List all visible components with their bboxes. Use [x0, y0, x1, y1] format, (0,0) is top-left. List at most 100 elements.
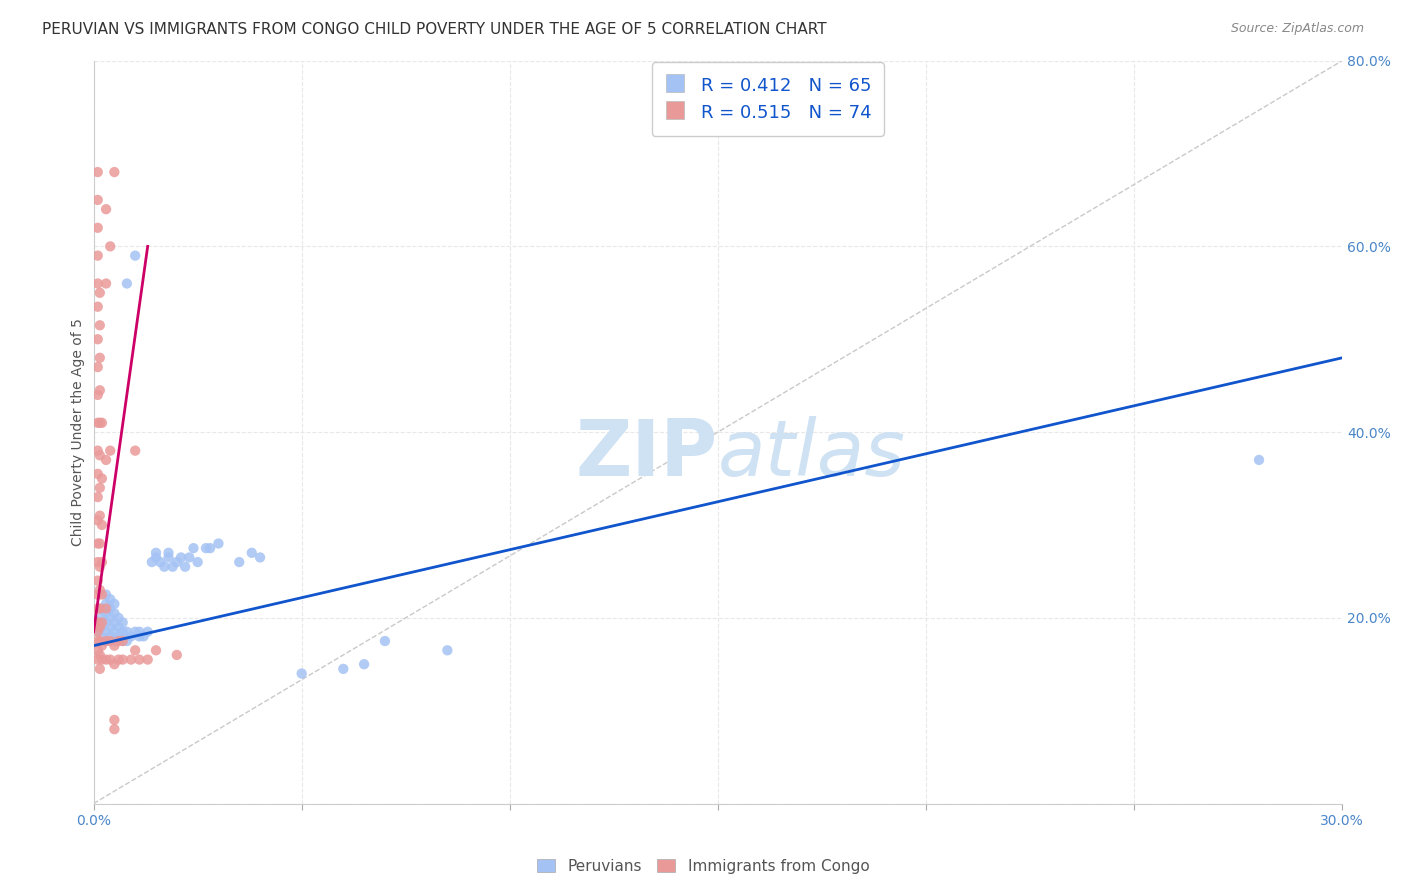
Point [120, 652, 142, 666]
Point [98, 443, 121, 458]
Point [157, 546, 180, 560]
Point [87, 467, 110, 481]
Point [94, 634, 117, 648]
Point [103, 606, 125, 620]
Point [103, 165, 125, 179]
Point [174, 559, 197, 574]
Point [87, 634, 110, 648]
Point [87, 443, 110, 458]
Point [103, 624, 125, 639]
Point [87, 416, 110, 430]
Point [87, 615, 110, 630]
Point [90, 588, 112, 602]
Point [207, 536, 229, 550]
Point [89, 384, 111, 398]
Point [98, 239, 121, 253]
Point [149, 555, 172, 569]
Point [89, 601, 111, 615]
Point [90, 652, 112, 666]
Point [87, 277, 110, 291]
Point [111, 615, 134, 630]
Point [103, 615, 125, 630]
Point [94, 624, 117, 639]
Point [162, 559, 184, 574]
Legend: Peruvians, Immigrants from Congo: Peruvians, Immigrants from Congo [530, 853, 876, 880]
Point [89, 416, 111, 430]
Point [90, 615, 112, 630]
Point [128, 629, 150, 643]
Point [198, 541, 221, 556]
Point [98, 629, 121, 643]
Point [103, 723, 125, 737]
Point [103, 657, 125, 672]
Point [94, 652, 117, 666]
Point [436, 643, 458, 657]
Point [89, 481, 111, 495]
Point [166, 648, 188, 662]
Point [89, 448, 111, 462]
Point [87, 624, 110, 639]
Point [145, 643, 167, 657]
Point [87, 643, 110, 657]
Point [291, 666, 314, 681]
Point [87, 536, 110, 550]
Point [115, 624, 138, 639]
Point [89, 648, 111, 662]
Point [87, 601, 110, 615]
Point [98, 601, 121, 615]
Point [87, 513, 110, 527]
Point [107, 634, 129, 648]
Point [115, 634, 138, 648]
Point [90, 629, 112, 643]
Point [187, 555, 209, 569]
Point [332, 662, 354, 676]
Point [87, 332, 110, 346]
Point [240, 546, 263, 560]
Point [166, 555, 188, 569]
Point [136, 624, 159, 639]
Point [94, 601, 117, 615]
Point [89, 285, 111, 300]
Legend: R = 0.412   N = 65, R = 0.515   N = 74: R = 0.412 N = 65, R = 0.515 N = 74 [652, 62, 884, 136]
Point [374, 634, 396, 648]
Point [115, 277, 138, 291]
Point [87, 555, 110, 569]
Point [1247, 453, 1270, 467]
Point [87, 588, 110, 602]
Point [87, 300, 110, 314]
Point [90, 601, 112, 615]
Point [90, 639, 112, 653]
Point [107, 652, 129, 666]
Point [87, 388, 110, 402]
Point [94, 606, 117, 620]
Point [94, 615, 117, 630]
Point [194, 541, 217, 556]
Point [94, 277, 117, 291]
Point [94, 597, 117, 611]
Point [89, 351, 111, 365]
Point [111, 624, 134, 639]
Point [94, 634, 117, 648]
Point [94, 453, 117, 467]
Point [124, 249, 146, 263]
Point [87, 574, 110, 588]
Point [98, 611, 121, 625]
Point [120, 629, 142, 643]
Point [87, 624, 110, 639]
Point [87, 220, 110, 235]
Point [179, 550, 201, 565]
Point [124, 443, 146, 458]
Point [90, 518, 112, 533]
Point [103, 639, 125, 653]
Point [87, 193, 110, 207]
Point [103, 713, 125, 727]
Point [89, 620, 111, 634]
Point [183, 541, 205, 556]
Point [107, 629, 129, 643]
Point [89, 582, 111, 597]
Text: ZIP: ZIP [575, 417, 718, 492]
Point [87, 165, 110, 179]
Point [170, 550, 193, 565]
Point [98, 620, 121, 634]
Point [98, 652, 121, 666]
